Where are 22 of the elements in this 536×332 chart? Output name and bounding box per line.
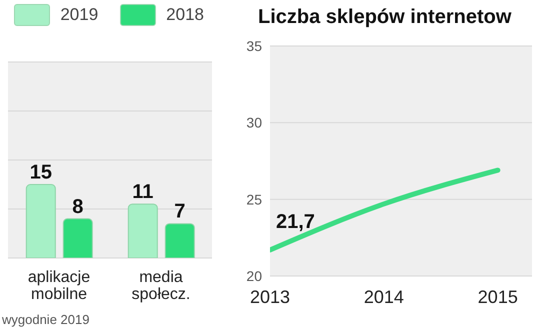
bar [128,204,158,258]
x-tick-label: 2015 [478,286,518,307]
legend-label: 2018 [165,4,204,26]
data-label: 8 [72,196,84,218]
data-label: 21,7 [276,210,315,233]
y-tick-label: 35 [246,38,262,54]
x-tick-label: 2013 [250,286,290,307]
text: wygodnie 2019 [2,312,90,327]
bar [62,218,93,258]
data-label: 15 [30,162,52,184]
y-tick-label: 30 [246,114,262,131]
chart-title: Liczba sklepów internetow [258,6,512,30]
y-tick-label: 25 [246,191,262,208]
data-label: 7 [174,200,186,223]
data-label: 11 [132,181,154,204]
bar [164,223,195,258]
x-tick-label: 2014 [364,286,404,307]
bar [26,184,56,258]
x-tick-label: media społecz. [132,269,190,303]
legend-label: 2019 [59,4,98,26]
y-tick-label: 20 [246,268,262,284]
x-tick-label: aplikacje mobilne [28,269,90,303]
